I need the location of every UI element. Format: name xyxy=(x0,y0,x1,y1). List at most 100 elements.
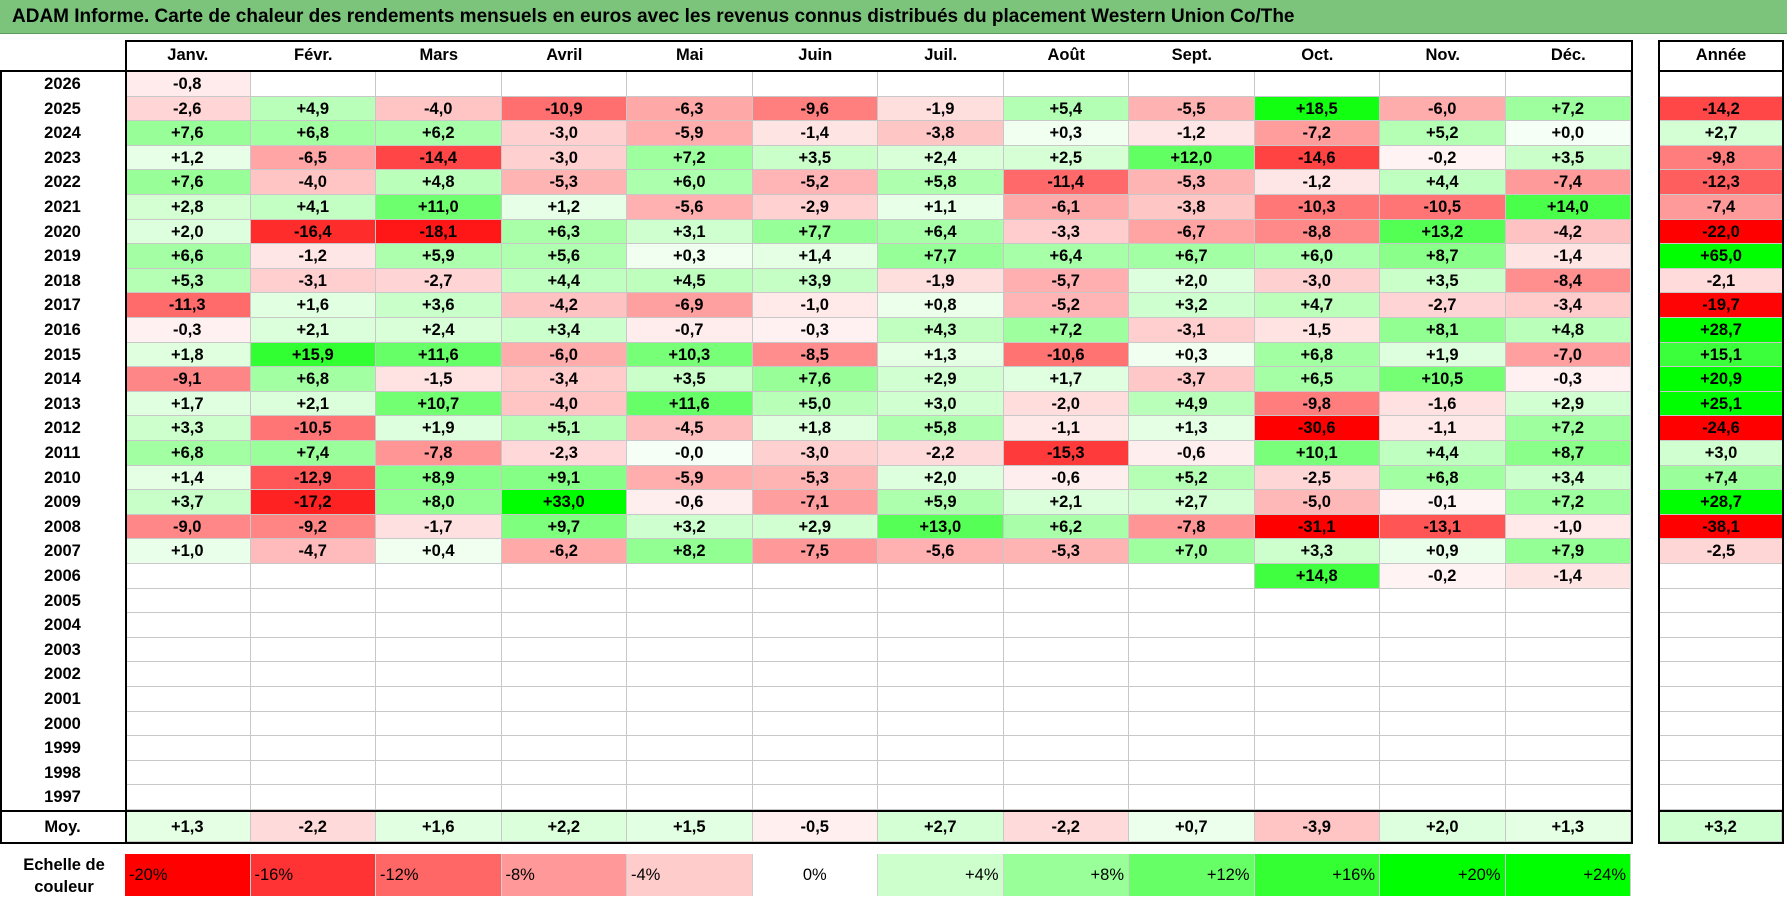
row-label-2014: 2014 xyxy=(44,370,81,389)
heatmap-cell xyxy=(250,785,376,810)
heatmap-cell: +8,7 xyxy=(1505,441,1631,466)
average-cell: +1,5 xyxy=(627,812,753,842)
heatmap-cell: +14,0 xyxy=(1505,195,1631,220)
heatmap-cell: +0,8 xyxy=(878,293,1004,318)
heatmap-cell xyxy=(1505,72,1631,97)
header-divider xyxy=(0,70,1631,72)
heatmap-cell xyxy=(250,72,376,97)
heatmap-cell: +4,4 xyxy=(1380,170,1506,195)
heatmap-cell xyxy=(627,637,753,663)
heatmap-cell: -8,5 xyxy=(752,342,878,368)
heatmap-cell: -1,2 xyxy=(250,244,376,269)
heatmap-cell: -13,1 xyxy=(1380,514,1506,540)
heatmap-cell: -0,6 xyxy=(627,490,753,515)
heatmap-cell: -0,0 xyxy=(627,441,753,466)
heatmap-cell xyxy=(878,711,1004,737)
average-annual-cell: +3,2 xyxy=(1660,812,1782,842)
heatmap-cell: -1,1 xyxy=(1380,416,1506,441)
heatmap-cell: +2,1 xyxy=(250,391,376,417)
heatmap-cell: +0,0 xyxy=(1505,121,1631,146)
heatmap-cell: -1,9 xyxy=(878,268,1004,294)
heatmap-cell: +5,6 xyxy=(501,244,627,269)
heatmap-cell: +6,7 xyxy=(1129,244,1255,269)
heatmap-cell: +13,0 xyxy=(878,514,1004,540)
heatmap-cell: +2,0 xyxy=(1129,268,1255,294)
row-label-2018: 2018 xyxy=(44,271,81,290)
column-header-9: Sept. xyxy=(1171,46,1212,64)
heatmap-cell: +6,6 xyxy=(125,244,251,269)
heatmap-cell xyxy=(1003,72,1129,97)
column-header-10: Oct. xyxy=(1301,46,1334,64)
heatmap-cell: +1,4 xyxy=(125,465,251,491)
heatmap-cell xyxy=(501,588,627,614)
heatmap-cell xyxy=(501,711,627,737)
heatmap-cell: -6,2 xyxy=(501,539,627,564)
heatmap-cell: +3,5 xyxy=(627,367,753,392)
average-cell: +2,7 xyxy=(878,812,1004,842)
heatmap-cell: -6,9 xyxy=(627,293,753,318)
heatmap-cell: -3,8 xyxy=(1129,195,1255,220)
column-header-1: Janv. xyxy=(167,46,209,64)
row-label-2007: 2007 xyxy=(44,542,81,561)
heatmap-cell: -4,2 xyxy=(1505,219,1631,245)
heatmap-cell xyxy=(1129,564,1255,589)
heatmap-cell xyxy=(1129,588,1255,614)
heatmap-cell xyxy=(878,687,1004,712)
heatmap-cell xyxy=(627,588,753,614)
heatmap-cell xyxy=(250,662,376,687)
heatmap-cell: +2,8 xyxy=(125,195,251,220)
annual-cell: -2,1 xyxy=(1660,268,1782,294)
heatmap-cell: -0,2 xyxy=(1380,564,1506,589)
heatmap-cell: +5,2 xyxy=(1129,465,1255,491)
annual-cell: +65,0 xyxy=(1660,244,1782,269)
heatmap-cell: -3,1 xyxy=(1129,318,1255,343)
heatmap-cell: +18,5 xyxy=(1254,96,1380,122)
heatmap-cell: +3,1 xyxy=(627,219,753,245)
heatmap-cell xyxy=(1380,785,1506,810)
average-cell: -3,9 xyxy=(1254,812,1380,842)
heatmap-cell: -1,9 xyxy=(878,96,1004,122)
heatmap-cell xyxy=(125,613,251,638)
average-cell: +2,2 xyxy=(501,812,627,842)
color-scale-swatch: -8% xyxy=(501,854,627,896)
row-label-2001: 2001 xyxy=(44,690,81,708)
heatmap-cell xyxy=(376,760,502,786)
color-scale-swatch: +4% xyxy=(878,854,1004,896)
heatmap-cell xyxy=(878,72,1004,97)
heatmap-cell xyxy=(501,564,627,589)
annual-cell xyxy=(1660,588,1782,614)
heatmap-cell: +1,0 xyxy=(125,539,251,564)
row-label-2019: 2019 xyxy=(44,247,81,266)
heatmap-cell: -18,1 xyxy=(376,219,502,245)
heatmap-cell xyxy=(627,711,753,737)
heatmap-cell: -2,0 xyxy=(1003,391,1129,417)
heatmap-cell: +0,3 xyxy=(1129,342,1255,368)
heatmap-cell xyxy=(125,588,251,614)
heatmap-cell xyxy=(752,637,878,663)
heatmap-cell: +7,6 xyxy=(125,121,251,146)
heatmap-cell: -5,0 xyxy=(1254,490,1380,515)
average-cell: -2,2 xyxy=(250,812,376,842)
heatmap-cell xyxy=(1505,588,1631,614)
heatmap-cell: -0,2 xyxy=(1380,145,1506,171)
heatmap-cell: -2,5 xyxy=(1254,465,1380,491)
heatmap-cell: +3,2 xyxy=(627,514,753,540)
annual-cell xyxy=(1660,637,1782,663)
heatmap-cell xyxy=(878,637,1004,663)
color-scale-swatch: +16% xyxy=(1254,854,1380,896)
heatmap-cell: -10,6 xyxy=(1003,342,1129,368)
heatmap-cell: +8,0 xyxy=(376,490,502,515)
heatmap-cell: +5,3 xyxy=(125,268,251,294)
heatmap-cell: -0,3 xyxy=(125,318,251,343)
column-header-5: Mai xyxy=(675,46,704,64)
row-label-2012: 2012 xyxy=(44,419,81,438)
heatmap-cell: -4,0 xyxy=(376,96,502,122)
heatmap-cell xyxy=(1254,785,1380,810)
heatmap-cell xyxy=(1003,613,1129,638)
heatmap-cell: +6,8 xyxy=(1254,342,1380,368)
heatmap-cell: +3,4 xyxy=(501,318,627,343)
heatmap-cell xyxy=(376,736,502,761)
annual-cell xyxy=(1660,760,1782,786)
heatmap-cell: +0,3 xyxy=(627,244,753,269)
